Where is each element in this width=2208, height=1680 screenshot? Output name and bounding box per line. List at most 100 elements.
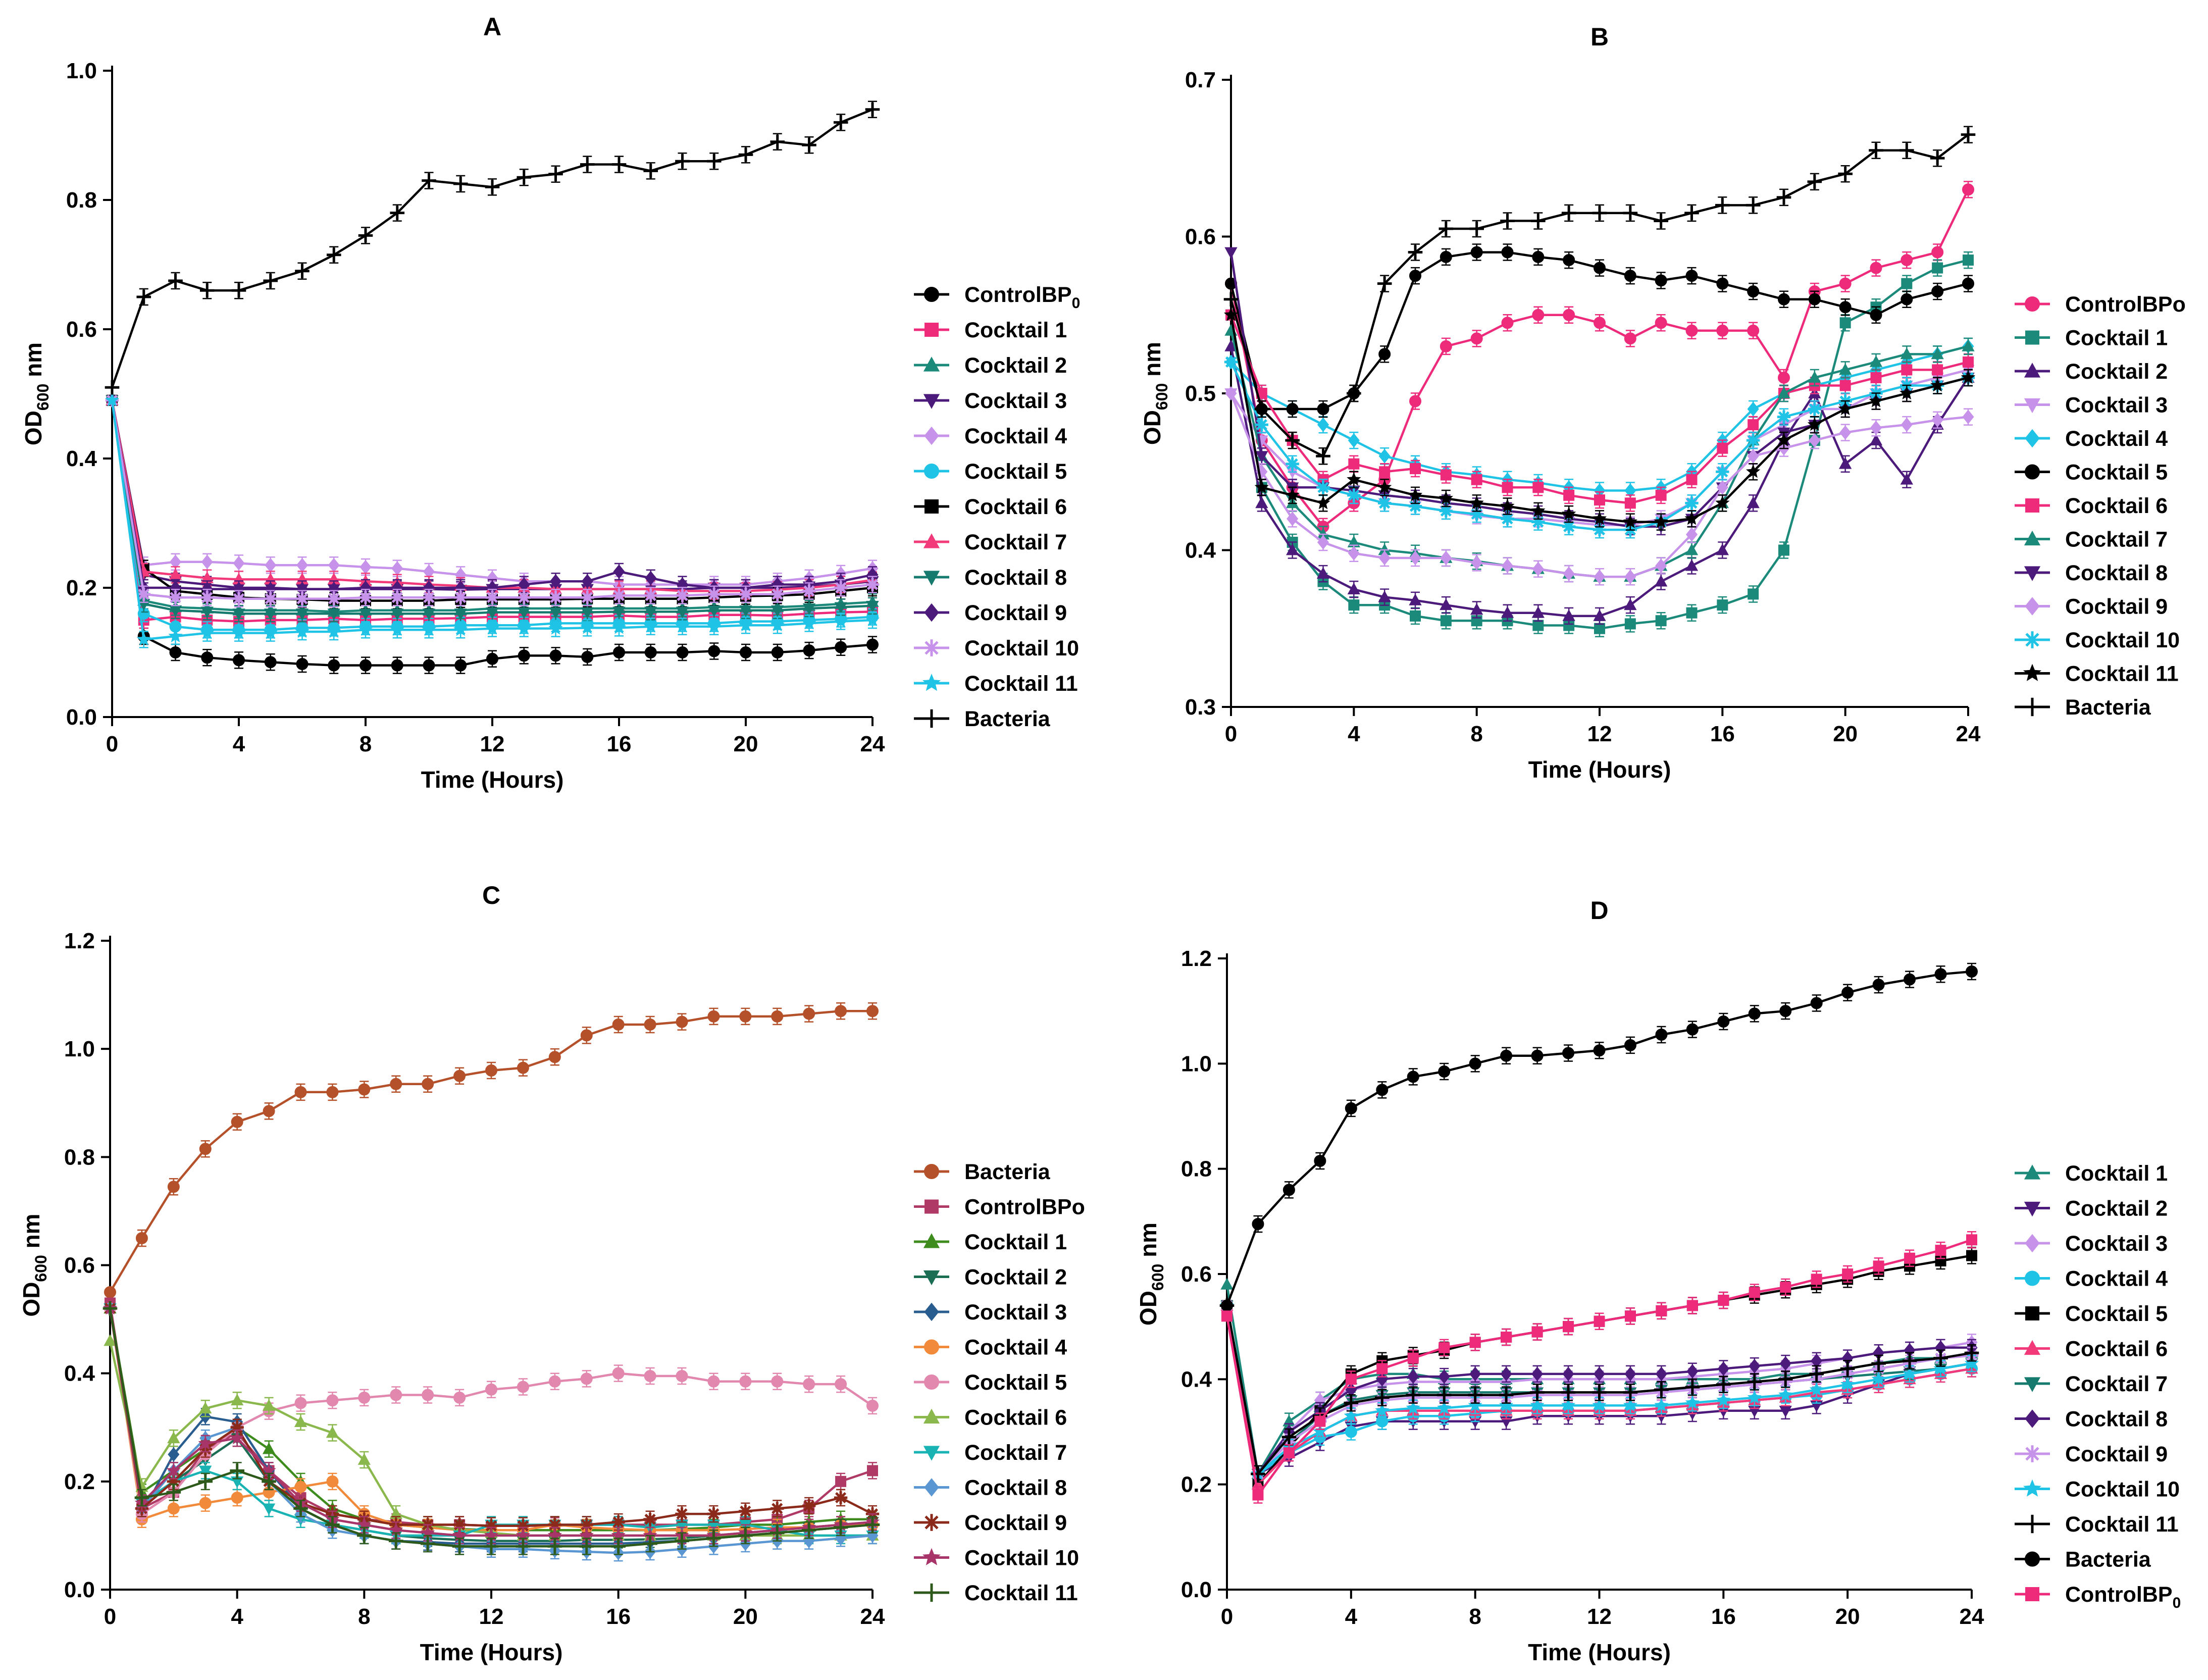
panel-b-series-5-point [1931,285,1944,298]
panel-b-series-6-point [1748,419,1759,431]
panel-c-series-12-point [484,1539,499,1554]
panel-b-series-11-point [1316,495,1330,510]
panel-d-series-10-point [1530,1385,1545,1400]
panel-a-series-0-point [549,649,562,662]
panel-a-series-8-point [866,600,879,613]
panel-c-series-12-point [420,1536,435,1551]
panel-b-series-1 [1225,251,1974,637]
panel-d-series-7-point [1811,1353,1823,1368]
panel-d-series-7-point [1779,1356,1791,1371]
panel-a-series-9-point [454,580,467,595]
panel-c-series-8-point [675,1519,689,1532]
panel-d-legend-label: Cocktail 3 [2065,1232,2168,1256]
panel-b-legend-marker [2023,697,2042,717]
panel-a-series-10-point [517,591,531,604]
panel-c-series-0-point [231,1115,243,1128]
panel-a-series-8-point [422,608,436,621]
panel-d-series-11-point [1655,1029,1668,1041]
panel-a-series-8-point [391,608,404,621]
panel-a-series-12-point [833,115,848,130]
panel-a-series-3-line [111,400,873,591]
panel-d-series-10-point [1436,1388,1452,1402]
panel-a-series-10-point [865,578,880,591]
panel-c-series-0-point [580,1029,593,1042]
panel-d-series-10-point [1561,1385,1576,1400]
panel-d-series-7-point [1469,1366,1481,1382]
panel-d-series-9-point [1840,1377,1855,1391]
panel-a-series-10-point [137,587,150,601]
panel-d-legend-label: Cocktail 9 [2065,1442,2168,1466]
panel-a-legend-marker [924,287,939,302]
panel-b-series-6-point [1348,458,1360,470]
panel-d-series-12-point [1935,1245,1946,1256]
panel-b-series-12-point [1500,214,1515,228]
panel-a-series-0-point [423,659,435,672]
panel-c-legend-label: Cocktail 5 [964,1370,1067,1395]
panel-a-series-10-line [111,400,873,600]
panel-a-ytick-label: 0.2 [66,576,97,600]
panel-a-series-12-point [865,102,880,117]
panel-c-legend-marker [924,1302,939,1321]
panel-c-xtick-label: 20 [733,1604,758,1629]
panel-c-ytick-label: 0.2 [64,1469,95,1494]
panel-b-series-11-point [1562,506,1576,521]
panel-a-series-12-point [517,170,532,185]
panel-c-series-10-point [643,1512,657,1526]
panel-b-series-10-point [1347,488,1361,502]
panel-d-series-12-point [1345,1373,1357,1385]
panel-a-legend-marker [925,499,939,514]
panel-b-series-0-point [1931,246,1944,259]
panel-c-series-0-point [167,1181,180,1193]
panel-c-x-axis-label: Time (Hours) [420,1639,563,1665]
panel-a-series-11-point [390,622,404,636]
panel-a-legend-label: Cocktail 4 [964,424,1067,448]
panel-b-series-9-point [1901,417,1913,432]
panel-a-series-10-point [612,589,626,602]
panel-c-legend-marker [924,1374,939,1390]
panel-b-series-9-point [1809,433,1821,448]
panel-c-ytick-label: 0.8 [64,1145,95,1169]
panel-d-y-axis-label: OD600 nm [1135,1223,1167,1326]
panel-a-series-10-point [264,592,277,605]
panel-b-series-7-point [1347,535,1360,547]
panel-b-series-2-point [1501,606,1514,618]
panel-d-series-11-point [1376,1084,1389,1096]
panel-c-series-11-line [109,1308,873,1537]
panel-c-series-0-point [263,1105,275,1117]
panel-a-series-8-point [549,607,562,619]
panel-d-series-11-point [1841,986,1854,999]
panel-b-series-2-point [1255,496,1268,508]
panel-b-series-11-point [1899,386,1914,399]
panel-a-series-9-point [391,580,403,595]
panel-b-series-12-point [1316,448,1330,464]
panel-b-legend-marker [2024,631,2041,648]
panel-d-series-12-point [1811,1274,1822,1285]
panel-a-legend-marker [923,357,940,372]
panel-b-series-9-point [1594,569,1606,584]
panel-d-series-10-point [1964,1345,1979,1360]
panel-a-series-8-point [739,605,752,617]
panel-c-series-7-point [357,1453,371,1465]
panel-d-series-11-point [1469,1057,1481,1070]
panel-c-series-10-point [739,1504,752,1518]
panel-c-series-9-point [866,1528,879,1543]
panel-a-series-11-point [548,621,563,635]
panel-a-legend-marker [923,571,940,586]
panel-a-series-0-point [518,649,530,662]
panel-c-ytick-label: 0.0 [64,1577,95,1602]
panel-d-series-10-point [1747,1374,1762,1389]
panel-a-series-11 [105,392,880,648]
panel-b-series-0-point [1470,332,1483,345]
panel-a-series-9-point [233,582,245,596]
panel-b-series-9-point [1440,550,1452,566]
panel-b-legend-marker [2025,498,2039,513]
panel-c-series-10-point [675,1507,689,1521]
panel-b-series-12-point [1715,198,1730,213]
panel-c-series-6-point [485,1383,497,1396]
panel-a-xtick-label: 4 [233,732,245,756]
panel-c-legend-marker [924,1164,939,1179]
panel-a-series-0-point [581,650,594,663]
panel-d-series-10-point [1685,1380,1700,1395]
panel-d-series-9-point [1903,1366,1917,1380]
panel-a-series-7-point [169,568,182,580]
